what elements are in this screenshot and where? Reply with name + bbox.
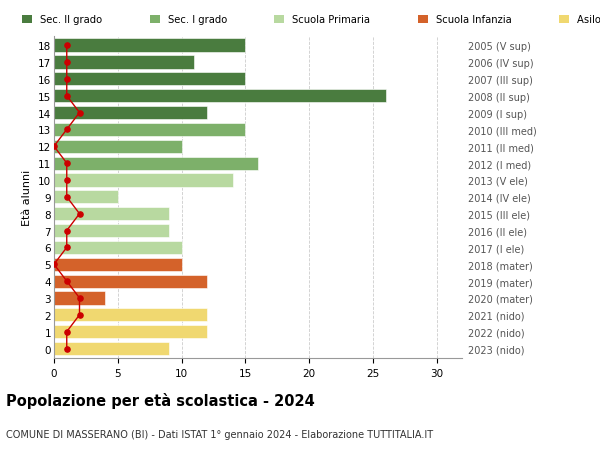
Bar	[54, 258, 182, 271]
Point	[74, 295, 84, 302]
Point	[62, 126, 71, 134]
Point	[62, 278, 71, 285]
Bar	[54, 39, 245, 52]
Bar	[54, 292, 105, 305]
Point	[62, 328, 71, 336]
Bar	[54, 342, 169, 355]
Bar	[54, 308, 207, 322]
Point	[49, 143, 59, 151]
Point	[74, 211, 84, 218]
Bar	[54, 174, 233, 187]
Y-axis label: Età alunni: Età alunni	[22, 169, 32, 225]
Bar	[54, 325, 207, 338]
Bar	[54, 56, 194, 69]
Text: COMUNE DI MASSERANO (BI) - Dati ISTAT 1° gennaio 2024 - Elaborazione TUTTITALIA.: COMUNE DI MASSERANO (BI) - Dati ISTAT 1°…	[6, 429, 433, 439]
Bar	[54, 140, 182, 153]
Bar	[54, 207, 169, 221]
Point	[74, 312, 84, 319]
Point	[49, 261, 59, 269]
Point	[62, 76, 71, 83]
Point	[62, 42, 71, 50]
Point	[62, 177, 71, 184]
Bar	[54, 191, 118, 204]
Bar	[54, 123, 245, 137]
Point	[62, 59, 71, 67]
Point	[62, 194, 71, 201]
Point	[62, 345, 71, 353]
Bar	[54, 224, 169, 238]
Bar	[54, 157, 258, 170]
Bar	[54, 275, 207, 288]
Point	[62, 244, 71, 252]
Bar	[54, 106, 207, 120]
Bar	[54, 73, 245, 86]
Point	[62, 93, 71, 100]
Point	[62, 227, 71, 235]
Bar	[54, 241, 182, 254]
Text: Popolazione per età scolastica - 2024: Popolazione per età scolastica - 2024	[6, 392, 315, 409]
Bar	[54, 90, 386, 103]
Legend: Sec. II grado, Sec. I grado, Scuola Primaria, Scuola Infanzia, Asilo Nido, Stran: Sec. II grado, Sec. I grado, Scuola Prim…	[22, 15, 600, 25]
Point	[74, 110, 84, 117]
Point	[62, 160, 71, 168]
